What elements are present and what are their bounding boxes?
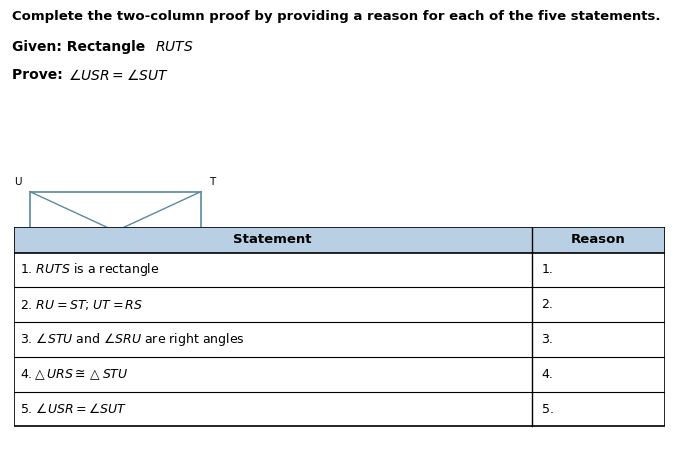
- Bar: [14, 392, 665, 426]
- Text: 4.: 4.: [542, 368, 553, 381]
- Bar: [14, 287, 665, 322]
- Text: U: U: [14, 177, 22, 187]
- Text: 1.: 1.: [542, 263, 553, 277]
- Text: Statement: Statement: [234, 233, 312, 246]
- Text: 4.$\triangle\mathit{URS} \cong \triangle\mathit{STU}$: 4.$\triangle\mathit{URS} \cong \triangle…: [20, 367, 128, 382]
- Text: Reason: Reason: [571, 233, 626, 246]
- Text: T: T: [209, 177, 215, 187]
- Text: 2. $\mathit{RU} = \mathit{ST}$; $\mathit{UT} = \mathit{RS}$: 2. $\mathit{RU} = \mathit{ST}$; $\mathit…: [20, 298, 143, 312]
- Text: 3. $\angle\mathit{STU}$ and $\angle\mathit{SRU}$ are right angles: 3. $\angle\mathit{STU}$ and $\angle\math…: [20, 331, 244, 348]
- Text: 2.: 2.: [542, 298, 553, 311]
- Text: 1. $\mathit{RUTS}$ is a rectangle: 1. $\mathit{RUTS}$ is a rectangle: [20, 262, 160, 278]
- Text: S: S: [209, 275, 216, 285]
- Text: Complete the two-column proof by providing a reason for each of the five stateme: Complete the two-column proof by providi…: [12, 10, 661, 23]
- Text: $\angle\mathit{USR}=\angle\mathit{SUT}$: $\angle\mathit{USR}=\angle\mathit{SUT}$: [68, 68, 169, 83]
- Text: 5.: 5.: [542, 403, 553, 415]
- Text: Given: Rectangle: Given: Rectangle: [12, 40, 150, 54]
- Bar: [14, 357, 665, 392]
- Text: $\mathit{RUTS}$: $\mathit{RUTS}$: [155, 40, 194, 54]
- Bar: [14, 252, 665, 287]
- Text: 5. $\angle\mathit{USR} = \angle\mathit{SUT}$: 5. $\angle\mathit{USR} = \angle\mathit{S…: [20, 402, 127, 416]
- Bar: [14, 227, 665, 252]
- Bar: [30, 191, 201, 271]
- Text: Prove:: Prove:: [12, 68, 68, 82]
- Text: R: R: [15, 275, 22, 285]
- Bar: [14, 322, 665, 357]
- Text: 3.: 3.: [542, 333, 553, 346]
- Bar: [14, 227, 665, 426]
